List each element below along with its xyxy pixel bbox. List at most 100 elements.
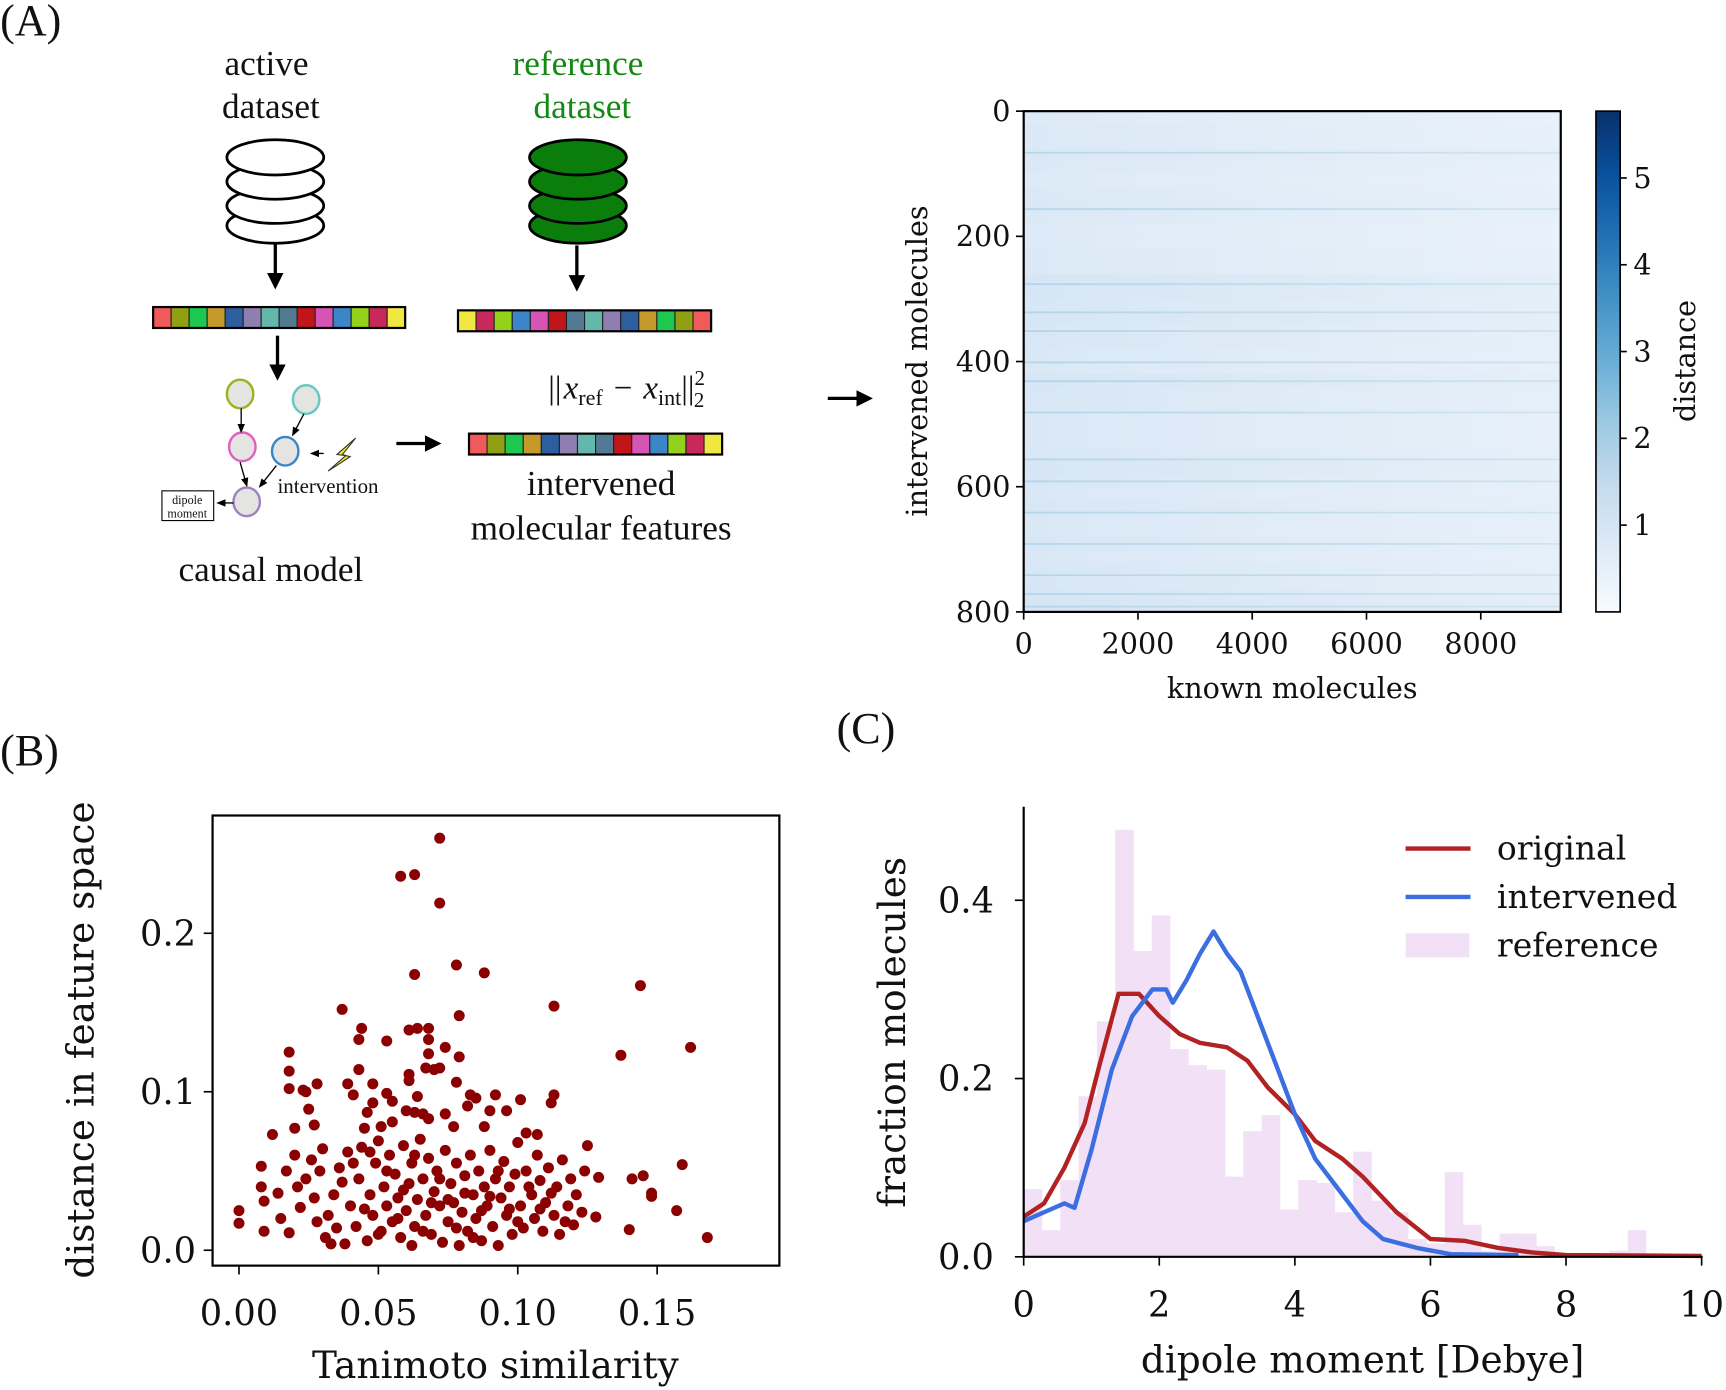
scatter-point: [498, 1155, 510, 1167]
scatter-point: [593, 1171, 605, 1183]
scatter-point: [701, 1232, 713, 1244]
feature-cell: [656, 309, 676, 332]
scatter-point: [353, 1064, 365, 1076]
scatter-point: [233, 1205, 245, 1217]
histogram-bar: [1115, 829, 1134, 1257]
formula-text: ||xref − xint||2 2: [548, 366, 705, 412]
scatter-point: [409, 869, 421, 881]
colorbar-tick-label: 5: [1633, 161, 1651, 195]
x-tick-label: 8000: [1444, 627, 1517, 661]
scatter-point: [417, 1225, 429, 1237]
scatter-point: [515, 1200, 527, 1212]
x-tick-label: 10: [1679, 1284, 1724, 1325]
scatter-point: [361, 1235, 373, 1247]
colorbar-tick-label: 2: [1633, 421, 1651, 455]
scatter-point: [434, 1173, 446, 1185]
scatter-point: [534, 1203, 546, 1215]
scatter-point: [233, 1217, 245, 1229]
scatter-point: [308, 1192, 320, 1204]
scatter-point: [548, 1209, 560, 1221]
feature-cell: [576, 433, 597, 456]
histogram-bar: [1243, 1131, 1262, 1257]
scatter-point: [581, 1140, 593, 1152]
scatter-point: [372, 1135, 384, 1147]
scatter-point: [436, 1236, 448, 1248]
feature-cell: [620, 309, 640, 332]
feature-cell: [558, 433, 579, 456]
scatter-point: [450, 959, 462, 971]
causal-graph: dipole moment intervention: [161, 378, 380, 522]
scatter-point: [395, 1232, 407, 1244]
scatter-point: [548, 1000, 560, 1012]
x-tick-label: 6: [1419, 1284, 1441, 1325]
y-tick-label: 200: [956, 219, 1011, 253]
legend-label-reference: reference: [1497, 925, 1659, 964]
scatter-point: [464, 1149, 476, 1161]
feature-cell: [649, 433, 669, 456]
line-original: [1022, 991, 1702, 1259]
intervened-features-label-1: intervened: [527, 464, 676, 503]
scatter-point: [542, 1162, 554, 1174]
scatter-point: [411, 1091, 423, 1103]
scatter-point: [392, 1192, 404, 1204]
causal-node: [227, 431, 257, 463]
scatter-point: [671, 1205, 683, 1217]
scatter-point: [283, 1046, 295, 1058]
scatter-point: [336, 1003, 348, 1015]
x-tick-label: 2000: [1102, 627, 1175, 661]
scatter-point: [676, 1159, 688, 1171]
feature-cell: [314, 306, 334, 329]
feature-cell: [386, 306, 406, 329]
y-tick-label: 800: [956, 595, 1011, 629]
heatmap-ylabel: intervened molecules: [900, 205, 934, 516]
y-tick-label: 0.2: [140, 913, 196, 954]
scatter-point: [275, 1213, 287, 1225]
feature-cell: [457, 309, 477, 332]
scatter-point: [381, 1087, 393, 1099]
scatter-point: [347, 1157, 359, 1169]
scatter-point: [308, 1119, 320, 1131]
x-tick-label: 6000: [1330, 627, 1403, 661]
disk-layer: [225, 138, 326, 177]
scatter-point: [289, 1122, 301, 1134]
feature-cell: [493, 309, 513, 332]
scatter-point: [258, 1195, 270, 1207]
scatter-point: [344, 1200, 356, 1212]
scatter-point: [473, 1165, 485, 1177]
scatter-point: [615, 1049, 627, 1061]
scatter-point: [386, 1116, 398, 1128]
scatter-point: [255, 1160, 267, 1172]
scatter-point: [501, 1105, 513, 1117]
scatter-point: [634, 980, 646, 992]
x-tick-label: 0.15: [618, 1293, 696, 1334]
scatter-point: [545, 1097, 557, 1109]
feature-cell: [260, 306, 280, 329]
workflow-diagram: active dataset reference dataset dipole …: [152, 44, 873, 589]
colorbar-label: distance: [1668, 300, 1702, 422]
scatter-point: [283, 1083, 295, 1095]
feature-cell: [631, 433, 651, 456]
scatter-point: [392, 1213, 404, 1225]
scatter-point: [537, 1225, 549, 1237]
legend-swatch-reference: [1405, 933, 1470, 958]
scatter-point: [283, 1065, 295, 1077]
database-icon-active: [225, 138, 326, 245]
feature-cell: [565, 309, 586, 332]
x-tick-label: 4: [1284, 1284, 1306, 1325]
intervention-label: intervention: [278, 474, 380, 498]
scatter-point: [322, 1209, 334, 1221]
scatter-point: [685, 1041, 697, 1053]
scatter-point: [442, 1216, 454, 1228]
dipole-moment-box: [161, 490, 215, 522]
x-tick-label: 0: [1012, 1284, 1034, 1325]
scatter-point: [386, 1095, 398, 1107]
heatmap-xlabel: known molecules: [1167, 671, 1418, 705]
scatter-point: [484, 1190, 496, 1202]
feature-cell: [206, 306, 226, 329]
scatter-point: [476, 1235, 488, 1247]
y-tick-label: 0.0: [140, 1230, 196, 1271]
scatter-point: [420, 1062, 432, 1074]
y-tick-label: 0.4: [938, 880, 994, 921]
feature-vector-active: [152, 305, 407, 330]
